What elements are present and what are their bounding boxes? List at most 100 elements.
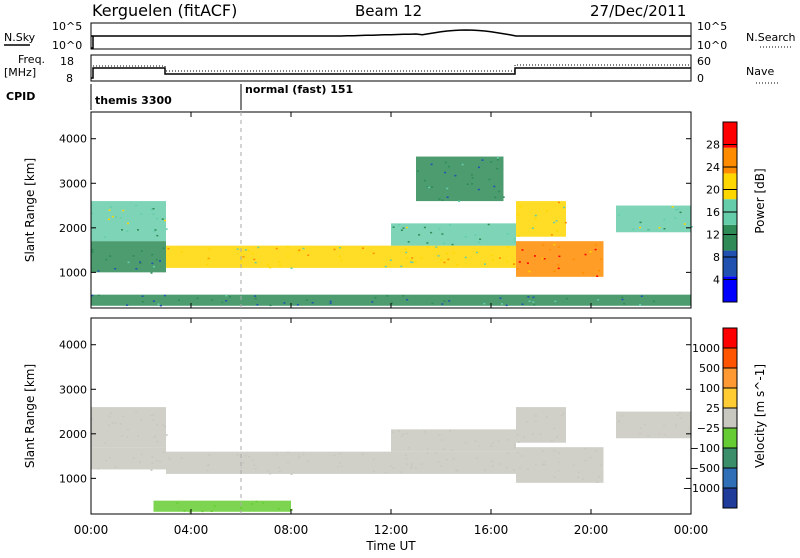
echo-speckle bbox=[518, 261, 521, 263]
echo-speckle bbox=[426, 186, 429, 188]
echo-speckle bbox=[640, 295, 643, 297]
echo-speckle bbox=[225, 300, 228, 302]
echo-speckle bbox=[371, 301, 374, 303]
echo-speckle bbox=[491, 465, 494, 467]
echo-speckle bbox=[126, 304, 129, 306]
echo-speckle bbox=[491, 254, 494, 257]
echo-speckle bbox=[392, 226, 395, 228]
echo-speckle bbox=[137, 229, 139, 231]
echo-speckle bbox=[207, 258, 210, 261]
echo-speckle bbox=[676, 414, 679, 416]
velocity-y-ticks: 1000 2000 3000 4000 bbox=[59, 339, 691, 485]
echo-speckle bbox=[151, 253, 154, 256]
echo-speckle bbox=[236, 248, 239, 250]
echo-speckle bbox=[543, 460, 546, 463]
echo-speckle bbox=[159, 260, 161, 262]
nsky-label: N.Sky bbox=[4, 31, 36, 44]
echo-speckle bbox=[114, 268, 117, 270]
echo-speckle bbox=[290, 267, 293, 269]
echo-speckle bbox=[513, 469, 515, 471]
echo-speckle bbox=[507, 452, 510, 454]
echo-speckle bbox=[679, 412, 681, 414]
x-tick-label: 08:00 bbox=[274, 523, 309, 537]
power-colorbar-label: Power [dB] bbox=[753, 168, 767, 233]
echo-speckle bbox=[675, 209, 678, 211]
echo-speckle bbox=[135, 410, 138, 413]
echo-speckle bbox=[254, 261, 257, 264]
velocity-ylabel: Slant Range [km] bbox=[23, 364, 37, 468]
echo-speckle bbox=[534, 217, 537, 220]
echo-speckle bbox=[411, 463, 414, 465]
echo-speckle bbox=[121, 229, 123, 231]
echo-speckle bbox=[207, 463, 210, 466]
x-tick-label: 00:00 bbox=[674, 523, 709, 537]
echo-speckle bbox=[600, 258, 603, 260]
echo-speckle bbox=[438, 198, 441, 200]
echo-speckle bbox=[286, 245, 289, 248]
echo-speckle bbox=[546, 210, 548, 212]
echo-speckle bbox=[639, 221, 642, 224]
echo-speckle bbox=[338, 255, 341, 258]
echo-speckle bbox=[451, 243, 454, 246]
echo-speckle bbox=[169, 458, 172, 461]
echo-speckle bbox=[513, 446, 516, 449]
colorbar-tick-label: 100 bbox=[699, 382, 720, 395]
x-tick-label: 16:00 bbox=[474, 523, 509, 537]
echo-speckle bbox=[483, 302, 486, 305]
echo-speckle bbox=[398, 223, 401, 226]
echo-speckle bbox=[221, 301, 224, 304]
echo-speckle bbox=[91, 251, 94, 253]
echo-speckle bbox=[447, 165, 450, 168]
echo-speckle bbox=[452, 458, 455, 460]
echo-speckle bbox=[690, 226, 693, 228]
echo-speckle bbox=[528, 270, 531, 273]
echo-speckle bbox=[471, 177, 474, 179]
echo-speckle bbox=[152, 213, 155, 215]
echo-speckle bbox=[589, 457, 592, 459]
echo-speckle bbox=[443, 300, 446, 302]
echo-band bbox=[91, 294, 691, 306]
echo-speckle bbox=[516, 433, 519, 436]
echo-speckle bbox=[361, 453, 364, 455]
echo-speckle bbox=[140, 250, 143, 252]
echo-speckle bbox=[155, 259, 158, 261]
echo-speckle bbox=[161, 218, 164, 220]
echo-speckle bbox=[407, 241, 410, 243]
echo-speckle bbox=[104, 442, 106, 444]
colorbar-tick-label: 24 bbox=[706, 161, 720, 174]
echo-speckle bbox=[542, 450, 545, 452]
echo-speckle bbox=[207, 464, 210, 467]
echo-speckle bbox=[426, 448, 429, 450]
echo-speckle bbox=[534, 214, 537, 217]
echo-speckle bbox=[340, 259, 343, 262]
echo-speckle bbox=[598, 269, 600, 272]
echo-speckle bbox=[528, 300, 531, 302]
echo-speckle bbox=[663, 218, 666, 221]
echo-speckle bbox=[446, 196, 449, 198]
echo-speckle bbox=[404, 454, 407, 456]
echo-speckle bbox=[338, 461, 341, 464]
echo-speckle bbox=[490, 161, 493, 163]
echo-speckle bbox=[208, 248, 211, 250]
echo-speckle bbox=[122, 209, 125, 212]
echo-speckle bbox=[487, 223, 490, 226]
echo-speckle bbox=[244, 249, 247, 251]
echo-speckle bbox=[97, 294, 100, 297]
echo-speckle bbox=[674, 217, 677, 219]
echo-speckle bbox=[108, 209, 111, 211]
echo-speckle bbox=[240, 260, 243, 263]
echo-speckle bbox=[109, 412, 112, 414]
colorbar-tick-label: 4 bbox=[713, 274, 720, 287]
echo-speckle bbox=[478, 445, 481, 447]
echo-speckle bbox=[555, 220, 558, 222]
echo-speckle bbox=[543, 464, 546, 466]
echo-speckle bbox=[513, 240, 516, 243]
echo-band bbox=[91, 241, 166, 273]
echo-speckle bbox=[290, 509, 293, 511]
echo-speckle bbox=[488, 178, 491, 181]
colorbar-swatch bbox=[723, 173, 737, 200]
velocity-colorbar-label: Velocity [m s^-1] bbox=[753, 364, 767, 468]
y-tick-label: 3000 bbox=[59, 383, 87, 396]
echo-speckle bbox=[154, 435, 157, 437]
echo-speckle bbox=[114, 466, 117, 468]
